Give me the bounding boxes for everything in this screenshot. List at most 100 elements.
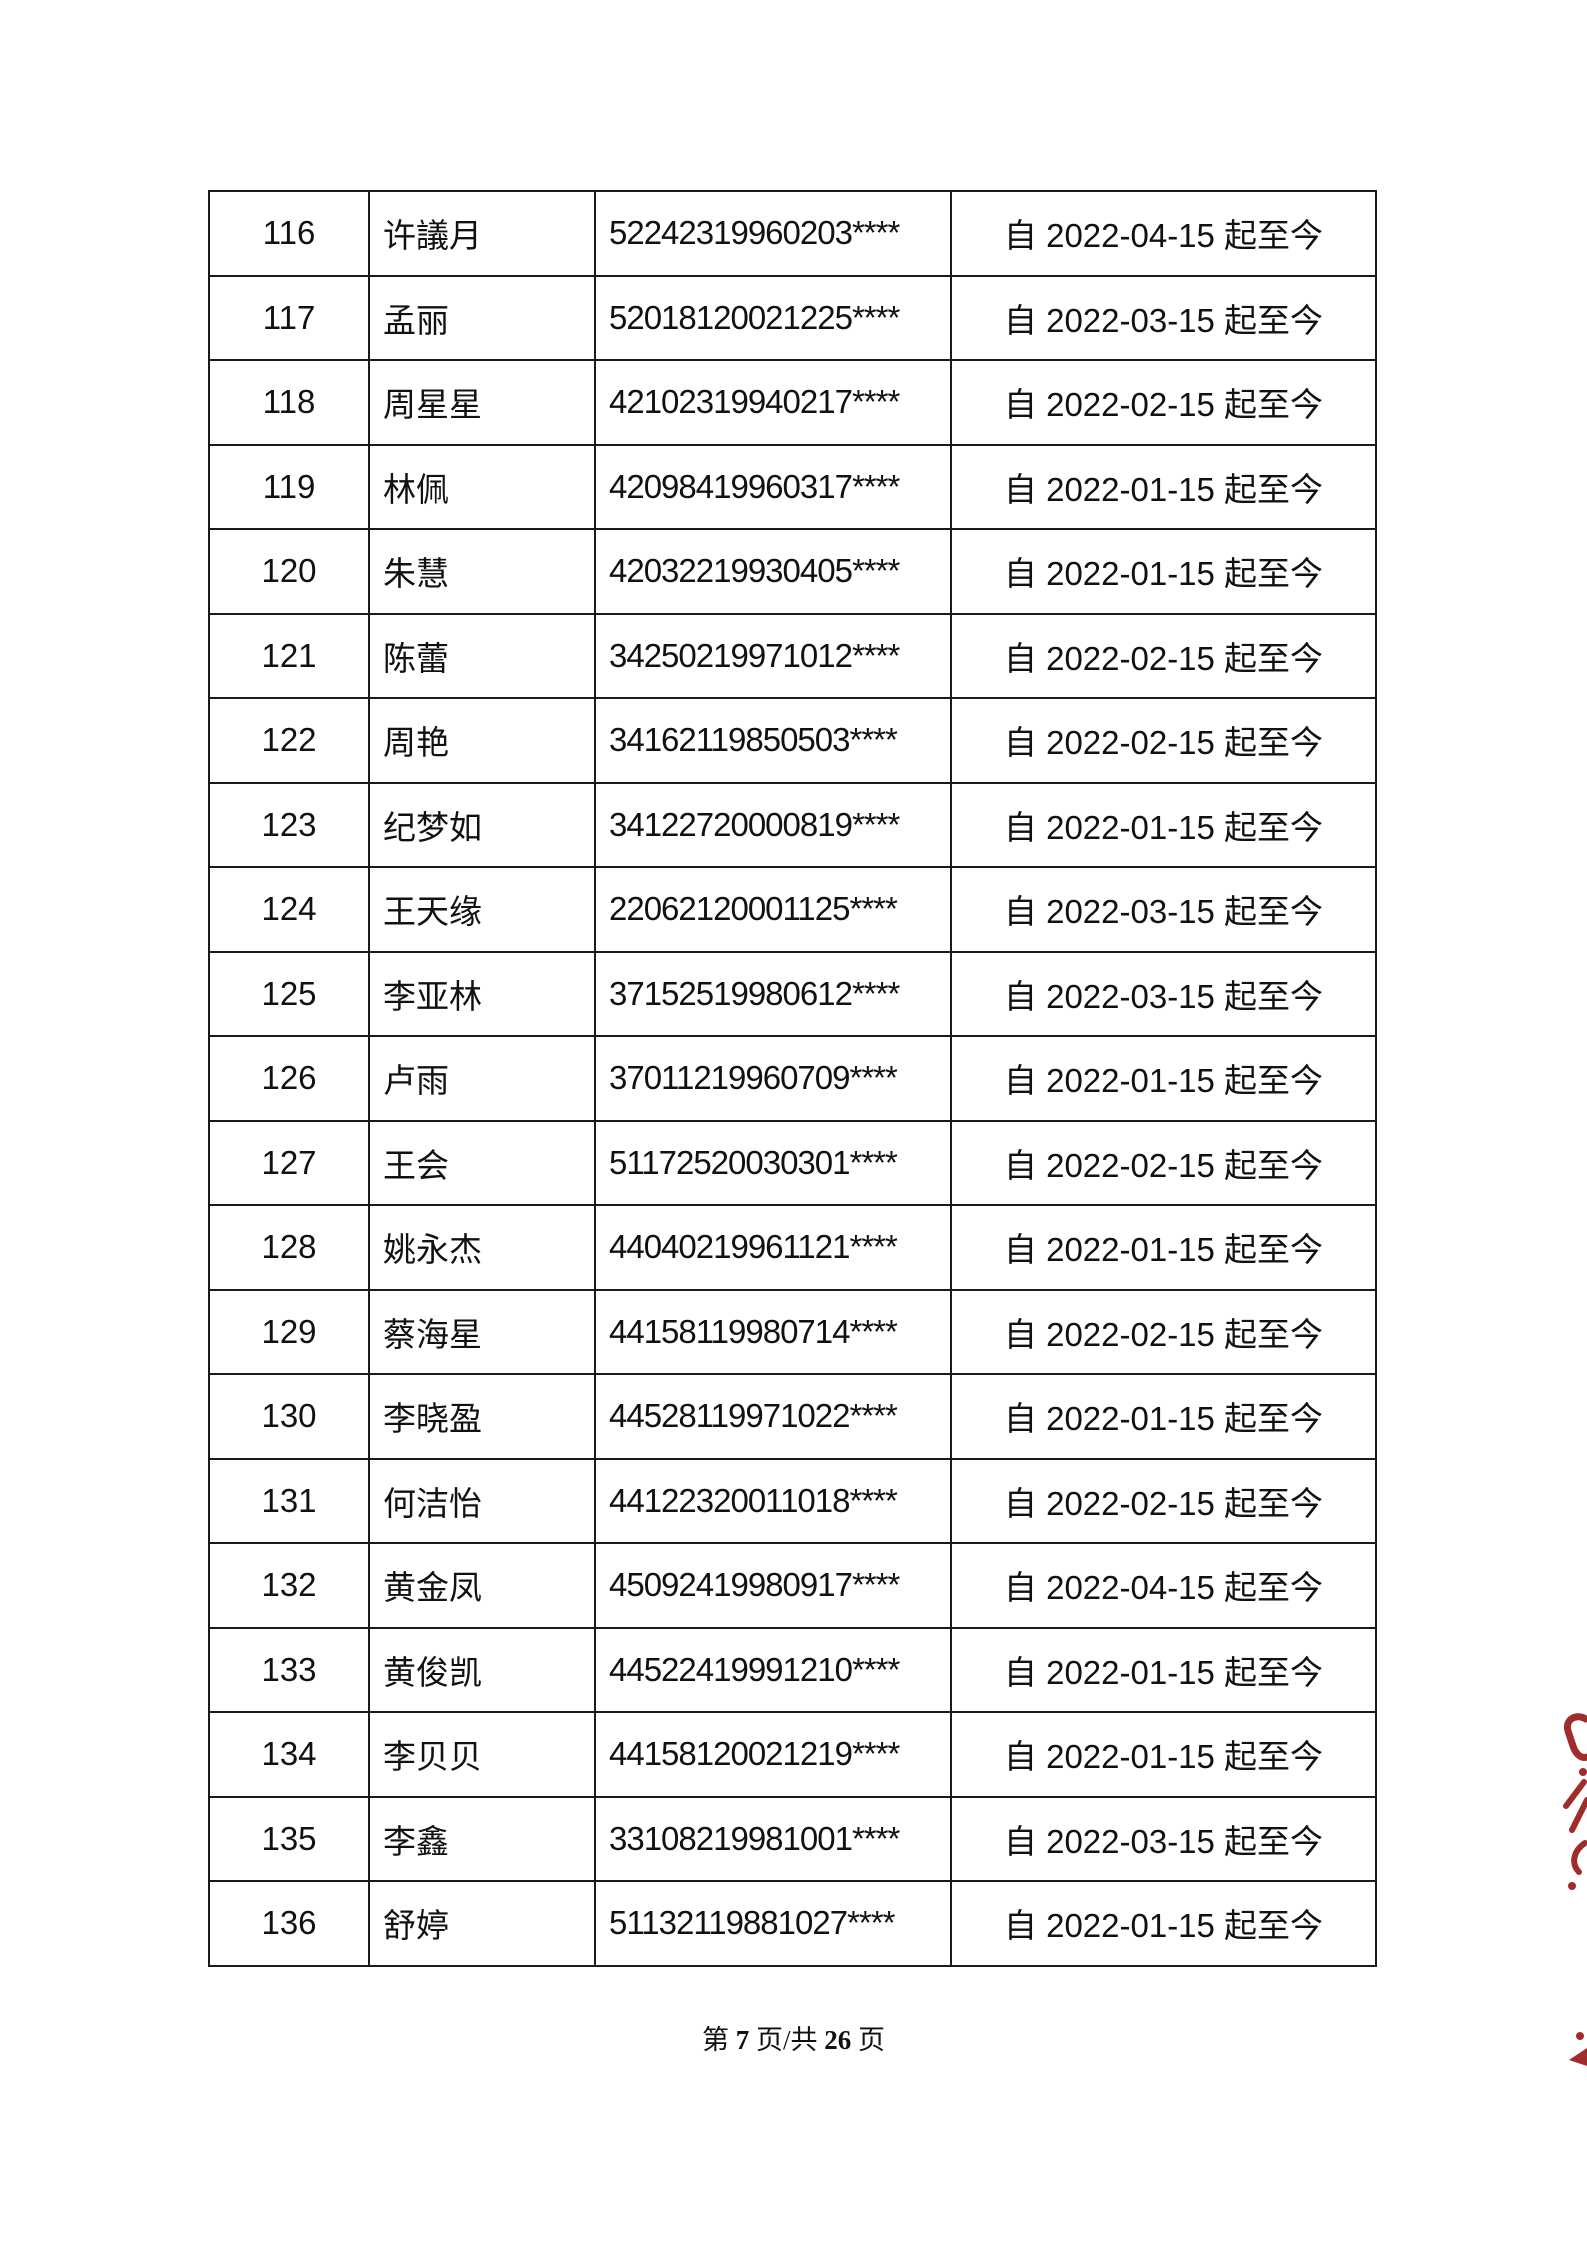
- table-row: 122 周艳 34162119850503**** 自 2022-02-15 起至今: [208, 697, 1377, 784]
- person-name: 蔡海星: [368, 1288, 596, 1375]
- roster-table: 116 许議月 52242319960203**** 自 2022-04-15 起至今…: [208, 190, 1377, 1967]
- id-number: 37011219960709****: [594, 1035, 952, 1122]
- employment-period: 自 2022-01-15 起至今: [950, 1626, 1377, 1713]
- employment-period: 自 2022-02-15 起至今: [950, 697, 1377, 784]
- id-number: 42098419960317****: [594, 443, 952, 530]
- person-name: 许議月: [368, 190, 596, 277]
- table-row: 123 纪梦如 34122720000819**** 自 2022-01-15 起至今: [208, 781, 1377, 868]
- row-number: 135: [208, 1795, 370, 1882]
- employment-period: 自 2022-03-15 起至今: [950, 950, 1377, 1037]
- red-ink-mark: [1559, 1778, 1587, 1838]
- table-row: 129 蔡海星 44158119980714**** 自 2022-02-15 起至今: [208, 1288, 1377, 1375]
- employment-period: 自 2022-02-15 起至今: [950, 612, 1377, 699]
- table-row: 126 卢雨 37011219960709**** 自 2022-01-15 起至今: [208, 1035, 1377, 1122]
- person-name: 王会: [368, 1119, 596, 1206]
- id-number: 42102319940217****: [594, 359, 952, 446]
- person-name: 周艳: [368, 697, 596, 784]
- id-number: 22062120001125****: [594, 866, 952, 953]
- id-number: 44522419991210****: [594, 1626, 952, 1713]
- row-number: 128: [208, 1204, 370, 1291]
- person-name: 李鑫: [368, 1795, 596, 1882]
- employment-period: 自 2022-01-15 起至今: [950, 443, 1377, 530]
- id-number: 42032219930405****: [594, 528, 952, 615]
- id-number: 51172520030301****: [594, 1119, 952, 1206]
- row-number: 127: [208, 1119, 370, 1206]
- employment-period: 自 2022-03-15 起至今: [950, 1795, 1377, 1882]
- red-ink-mark: [1561, 1712, 1587, 1780]
- person-name: 舒婷: [368, 1880, 596, 1967]
- person-name: 林佩: [368, 443, 596, 530]
- table-row: 125 李亚林 37152519980612**** 自 2022-03-15 起至今: [208, 950, 1377, 1037]
- person-name: 陈蕾: [368, 612, 596, 699]
- id-number: 34122720000819****: [594, 781, 952, 868]
- row-number: 124: [208, 866, 370, 953]
- person-name: 朱慧: [368, 528, 596, 615]
- row-number: 118: [208, 359, 370, 446]
- person-name: 李贝贝: [368, 1711, 596, 1798]
- id-number: 44158119980714****: [594, 1288, 952, 1375]
- table-row: 127 王会 51172520030301**** 自 2022-02-15 起至今: [208, 1119, 1377, 1206]
- employment-period: 自 2022-04-15 起至今: [950, 1542, 1377, 1629]
- row-number: 126: [208, 1035, 370, 1122]
- table-row: 135 李鑫 33108219981001**** 自 2022-03-15 起至今: [208, 1795, 1377, 1882]
- employment-period: 自 2022-01-15 起至今: [950, 1880, 1377, 1967]
- person-name: 黄金凤: [368, 1542, 596, 1629]
- id-number: 44158120021219****: [594, 1711, 952, 1798]
- employment-period: 自 2022-01-15 起至今: [950, 1035, 1377, 1122]
- table-row: 121 陈蕾 34250219971012**** 自 2022-02-15 起至今: [208, 612, 1377, 699]
- person-name: 孟丽: [368, 274, 596, 361]
- table-row: 128 姚永杰 44040219961121**** 自 2022-01-15 起至今: [208, 1204, 1377, 1291]
- employment-period: 自 2022-01-15 起至今: [950, 528, 1377, 615]
- page-footer: 第 7 页/共 26 页: [0, 2018, 1587, 2057]
- person-name: 何洁怡: [368, 1457, 596, 1544]
- row-number: 130: [208, 1373, 370, 1460]
- id-number: 44040219961121****: [594, 1204, 952, 1291]
- id-number: 51132119881027****: [594, 1880, 952, 1967]
- employment-period: 自 2022-02-15 起至今: [950, 1457, 1377, 1544]
- id-number: 44122320011018****: [594, 1457, 952, 1544]
- table-row: 124 王天缘 22062120001125**** 自 2022-03-15 起至今: [208, 866, 1377, 953]
- row-number: 117: [208, 274, 370, 361]
- employment-period: 自 2022-02-15 起至今: [950, 1119, 1377, 1206]
- row-number: 136: [208, 1880, 370, 1967]
- employment-period: 自 2022-02-15 起至今: [950, 1288, 1377, 1375]
- table-row: 130 李晓盈 44528119971022**** 自 2022-01-15 起至今: [208, 1373, 1377, 1460]
- person-name: 姚永杰: [368, 1204, 596, 1291]
- row-number: 123: [208, 781, 370, 868]
- table-row: 117 孟丽 52018120021225**** 自 2022-03-15 起至今: [208, 274, 1377, 361]
- footer-separator: 页/共: [755, 2025, 818, 2055]
- row-number: 116: [208, 190, 370, 277]
- id-number: 52242319960203****: [594, 190, 952, 277]
- person-name: 卢雨: [368, 1035, 596, 1122]
- employment-period: 自 2022-03-15 起至今: [950, 866, 1377, 953]
- table-row: 134 李贝贝 44158120021219**** 自 2022-01-15 起至今: [208, 1711, 1377, 1798]
- id-number: 44528119971022****: [594, 1373, 952, 1460]
- table-row: 120 朱慧 42032219930405**** 自 2022-01-15 起至今: [208, 528, 1377, 615]
- table-row: 119 林佩 42098419960317**** 自 2022-01-15 起至今: [208, 443, 1377, 530]
- person-name: 李亚林: [368, 950, 596, 1037]
- row-number: 121: [208, 612, 370, 699]
- row-number: 120: [208, 528, 370, 615]
- person-name: 黄俊凯: [368, 1626, 596, 1713]
- id-number: 37152519980612****: [594, 950, 952, 1037]
- id-number: 45092419980917****: [594, 1542, 952, 1629]
- row-number: 133: [208, 1626, 370, 1713]
- roster-table-body: 116 许議月 52242319960203**** 自 2022-04-15 起至今…: [208, 190, 1377, 1967]
- footer-total-pages: 26: [824, 2025, 852, 2055]
- person-name: 李晓盈: [368, 1373, 596, 1460]
- footer-page-number: 7: [735, 2025, 750, 2055]
- employment-period: 自 2022-01-15 起至今: [950, 1204, 1377, 1291]
- row-number: 119: [208, 443, 370, 530]
- id-number: 33108219981001****: [594, 1795, 952, 1882]
- row-number: 132: [208, 1542, 370, 1629]
- table-row: 131 何洁怡 44122320011018**** 自 2022-02-15 起至今: [208, 1457, 1377, 1544]
- row-number: 129: [208, 1288, 370, 1375]
- person-name: 纪梦如: [368, 781, 596, 868]
- footer-suffix: 页: [858, 2025, 885, 2055]
- row-number: 134: [208, 1711, 370, 1798]
- id-number: 34250219971012****: [594, 612, 952, 699]
- person-name: 王天缘: [368, 866, 596, 953]
- table-row: 118 周星星 42102319940217**** 自 2022-02-15 起至今: [208, 359, 1377, 446]
- employment-period: 自 2022-01-15 起至今: [950, 1711, 1377, 1798]
